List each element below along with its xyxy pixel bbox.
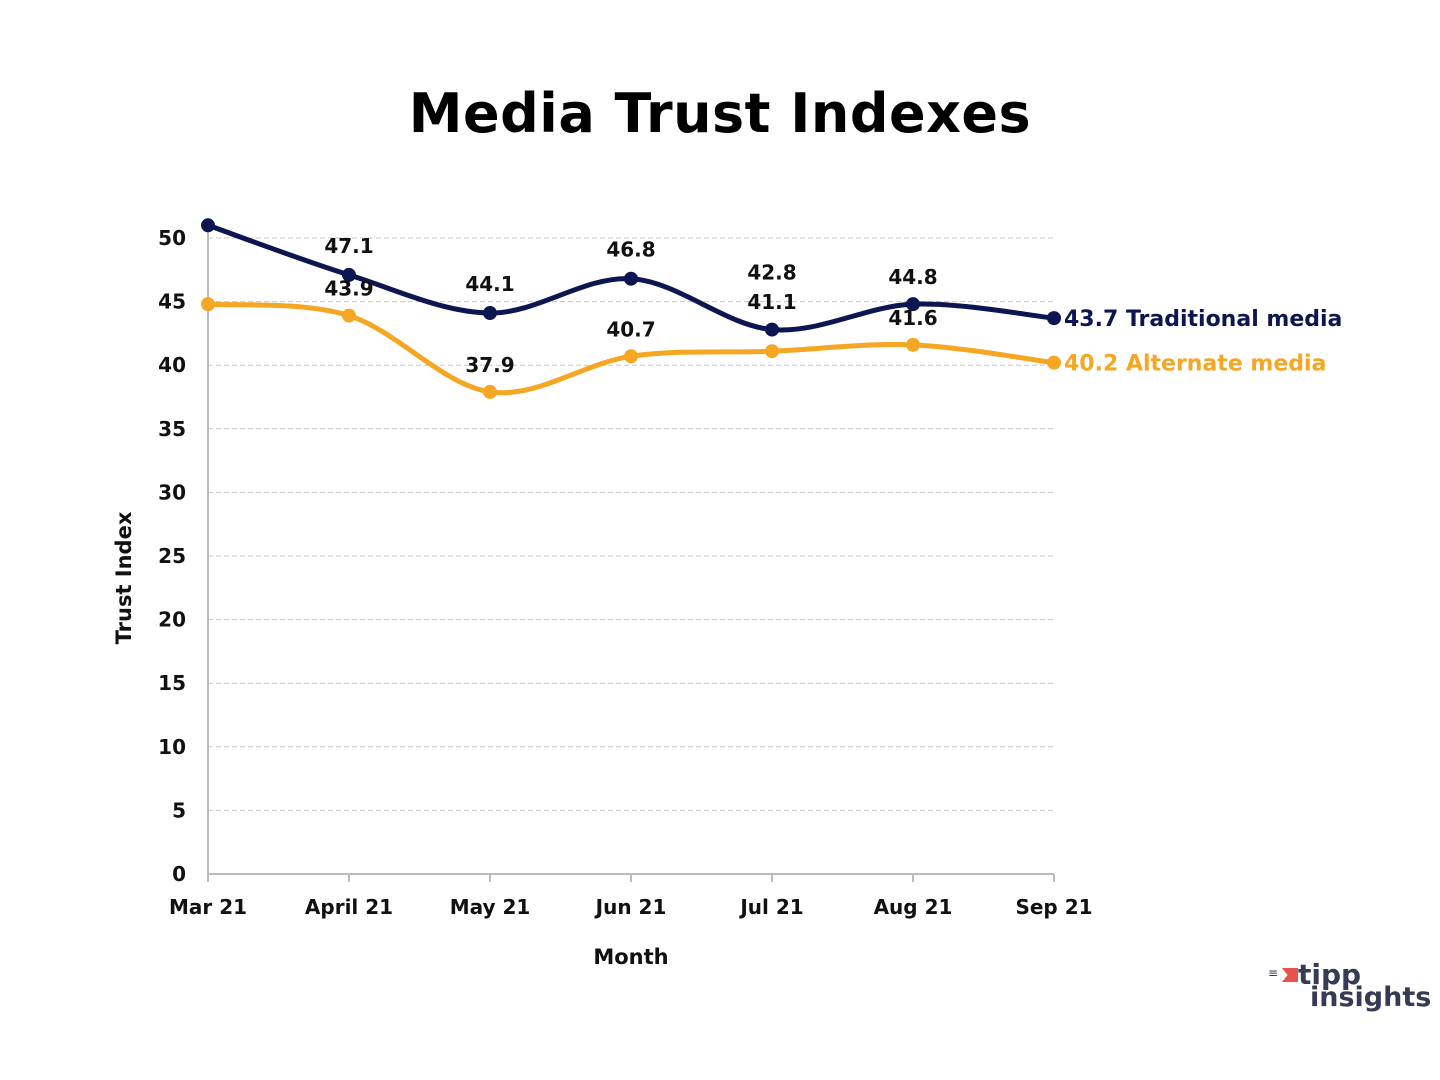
data-point <box>201 297 215 312</box>
data-point <box>624 349 638 364</box>
data-point <box>624 271 638 286</box>
data-label: 43.9 <box>324 277 373 301</box>
data-point <box>1047 311 1061 326</box>
y-tick-label: 35 <box>158 417 186 441</box>
data-label: 42.8 <box>747 261 796 285</box>
y-tick-label: 30 <box>158 480 186 504</box>
data-point <box>906 337 920 352</box>
chart-title: Media Trust Indexes <box>408 82 1032 145</box>
data-label: 46.8 <box>606 238 655 262</box>
data-point <box>906 297 920 312</box>
x-tick-label: May 21 <box>450 895 531 919</box>
y-tick-label: 25 <box>158 544 186 568</box>
data-label: 40.7 <box>606 317 655 341</box>
data-label: 37.9 <box>465 353 514 377</box>
y-axis-title: Trust Index <box>112 511 136 644</box>
series-end-label: 40.2 Alternate media <box>1064 352 1326 377</box>
x-axis-title: Month <box>593 945 668 969</box>
y-tick-label: 15 <box>158 671 186 695</box>
data-point <box>201 218 215 233</box>
logo-line2: insights <box>1310 982 1432 1013</box>
y-tick-label: 5 <box>172 798 186 822</box>
x-tick-label: Jun 21 <box>594 895 667 919</box>
data-point <box>765 322 779 337</box>
x-tick-label: Mar 21 <box>169 895 247 919</box>
y-tick-label: 40 <box>158 353 186 377</box>
megaphone-rays-icon: ≡ <box>1268 966 1279 980</box>
data-point <box>483 306 497 321</box>
x-tick-label: Sep 21 <box>1015 895 1092 919</box>
flag-icon <box>1282 968 1298 982</box>
data-label: 41.1 <box>747 290 796 314</box>
logo-line1: tipp <box>1298 958 1362 991</box>
y-tick-label: 10 <box>158 735 186 759</box>
tipp-insights-logo: ≡ tipp insights <box>1268 958 1432 1018</box>
data-point <box>342 308 356 323</box>
x-tick-label: April 21 <box>305 895 393 919</box>
data-point <box>342 267 356 282</box>
x-tick-label: Aug 21 <box>874 895 953 919</box>
y-tick-label: 50 <box>158 226 186 250</box>
data-point <box>483 384 497 399</box>
data-label: 44.1 <box>465 272 514 296</box>
y-tick-label: 0 <box>172 862 186 886</box>
data-label: 47.1 <box>324 234 373 258</box>
series-end-label: 43.7 Traditional media <box>1064 307 1342 332</box>
x-tick-label: Jul 21 <box>738 895 803 919</box>
data-label: 44.8 <box>888 265 937 289</box>
data-point <box>765 344 779 359</box>
y-tick-label: 20 <box>158 608 186 632</box>
y-tick-label: 45 <box>158 290 186 314</box>
data-label: 41.6 <box>888 306 937 330</box>
data-point <box>1047 355 1061 370</box>
